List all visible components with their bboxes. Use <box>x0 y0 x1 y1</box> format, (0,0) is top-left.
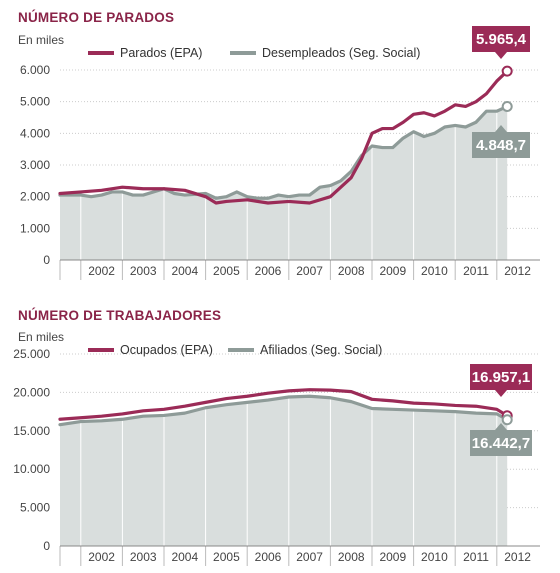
y-tick-label: 25.000 <box>13 347 50 361</box>
y-tick-label: 4.000 <box>20 126 50 140</box>
x-tick-label: 2009 <box>379 264 406 278</box>
x-tick-label: 2012 <box>504 550 531 564</box>
x-tick-label: 2011 <box>463 264 489 278</box>
chart-svg: 25.000 20.000 15.000 10.000 5.000 0 2002 2003 20… <box>13 343 540 566</box>
x-tick-label: 2005 <box>213 264 240 278</box>
endpoint-marker <box>501 414 513 426</box>
series-line <box>58 104 509 200</box>
legend-label: Ocupados (EPA) <box>120 343 213 357</box>
x-tick-label: 2006 <box>255 264 282 278</box>
x-tick-label: 2007 <box>296 550 323 564</box>
x-tick-label: 2003 <box>130 264 157 278</box>
y-tick-label: 0 <box>43 253 50 267</box>
value-callout-label: 16.442,7 <box>472 435 530 452</box>
x-tick-label: 2009 <box>379 550 406 564</box>
x-tick-label: 2004 <box>171 264 198 278</box>
value-callout-label: 5.965,4 <box>476 31 527 48</box>
endpoint-marker <box>501 100 513 112</box>
legend-label: Parados (EPA) <box>120 46 202 60</box>
x-tick-label: 2003 <box>130 550 157 564</box>
unit-label: En miles <box>18 330 65 344</box>
y-tick-label: 2.000 <box>20 190 50 204</box>
value-callout <box>470 423 532 456</box>
y-tick-label: 6.000 <box>20 63 50 77</box>
x-tick-label: 2002 <box>88 550 115 564</box>
x-tick-label: 2008 <box>338 550 365 564</box>
legend-label: Desempleados (Seg. Social) <box>262 46 420 60</box>
y-tick-label: 5.000 <box>20 501 50 515</box>
value-callout-label: 16.957,1 <box>472 369 530 386</box>
x-tick-label: 2007 <box>296 264 323 278</box>
value-callout <box>470 364 532 397</box>
series-line <box>58 69 509 205</box>
x-tick-label: 2008 <box>338 264 365 278</box>
chart-trabajadores: NÚMERO DE TRABAJADORES En miles 25.000 20… <box>0 300 560 573</box>
chart-svg: 6.000 5.000 4.000 3.000 2.000 1.000 0 2002 2003 2… <box>20 26 540 280</box>
x-tick-label: 2010 <box>421 264 448 278</box>
x-tick-label: 2005 <box>213 550 240 564</box>
x-tick-label: 2004 <box>171 550 198 564</box>
area-fill <box>60 396 508 546</box>
x-tick-label: 2002 <box>88 264 115 278</box>
chart-title: NÚMERO DE PARADOS <box>18 10 175 25</box>
chart-title: NÚMERO DE TRABAJADORES <box>18 308 222 323</box>
x-tick-label: 2006 <box>255 550 282 564</box>
endpoint-marker <box>501 65 513 77</box>
y-tick-label: 0 <box>43 539 50 553</box>
y-tick-label: 5.000 <box>20 95 50 109</box>
y-tick-label: 20.000 <box>13 385 50 399</box>
area-fill <box>60 106 508 261</box>
y-tick-label: 3.000 <box>20 158 50 172</box>
unit-label: En miles <box>18 33 65 47</box>
legend-label: Afiliados (Seg. Social) <box>260 343 382 357</box>
y-tick-label: 10.000 <box>13 462 50 476</box>
y-tick-label: 1.000 <box>20 221 50 235</box>
x-tick-label: 2011 <box>463 550 489 564</box>
value-callout <box>472 125 530 158</box>
x-tick-label: 2012 <box>504 264 531 278</box>
value-callout <box>472 26 530 59</box>
x-tick-label: 2010 <box>421 550 448 564</box>
series-line <box>58 388 509 421</box>
y-tick-label: 15.000 <box>13 424 50 438</box>
chart-parados: NÚMERO DE PARADOS En miles 6.000 5.000 4.0… <box>18 10 540 280</box>
series-line <box>58 394 509 427</box>
value-callout-label: 4.848,7 <box>476 137 526 154</box>
